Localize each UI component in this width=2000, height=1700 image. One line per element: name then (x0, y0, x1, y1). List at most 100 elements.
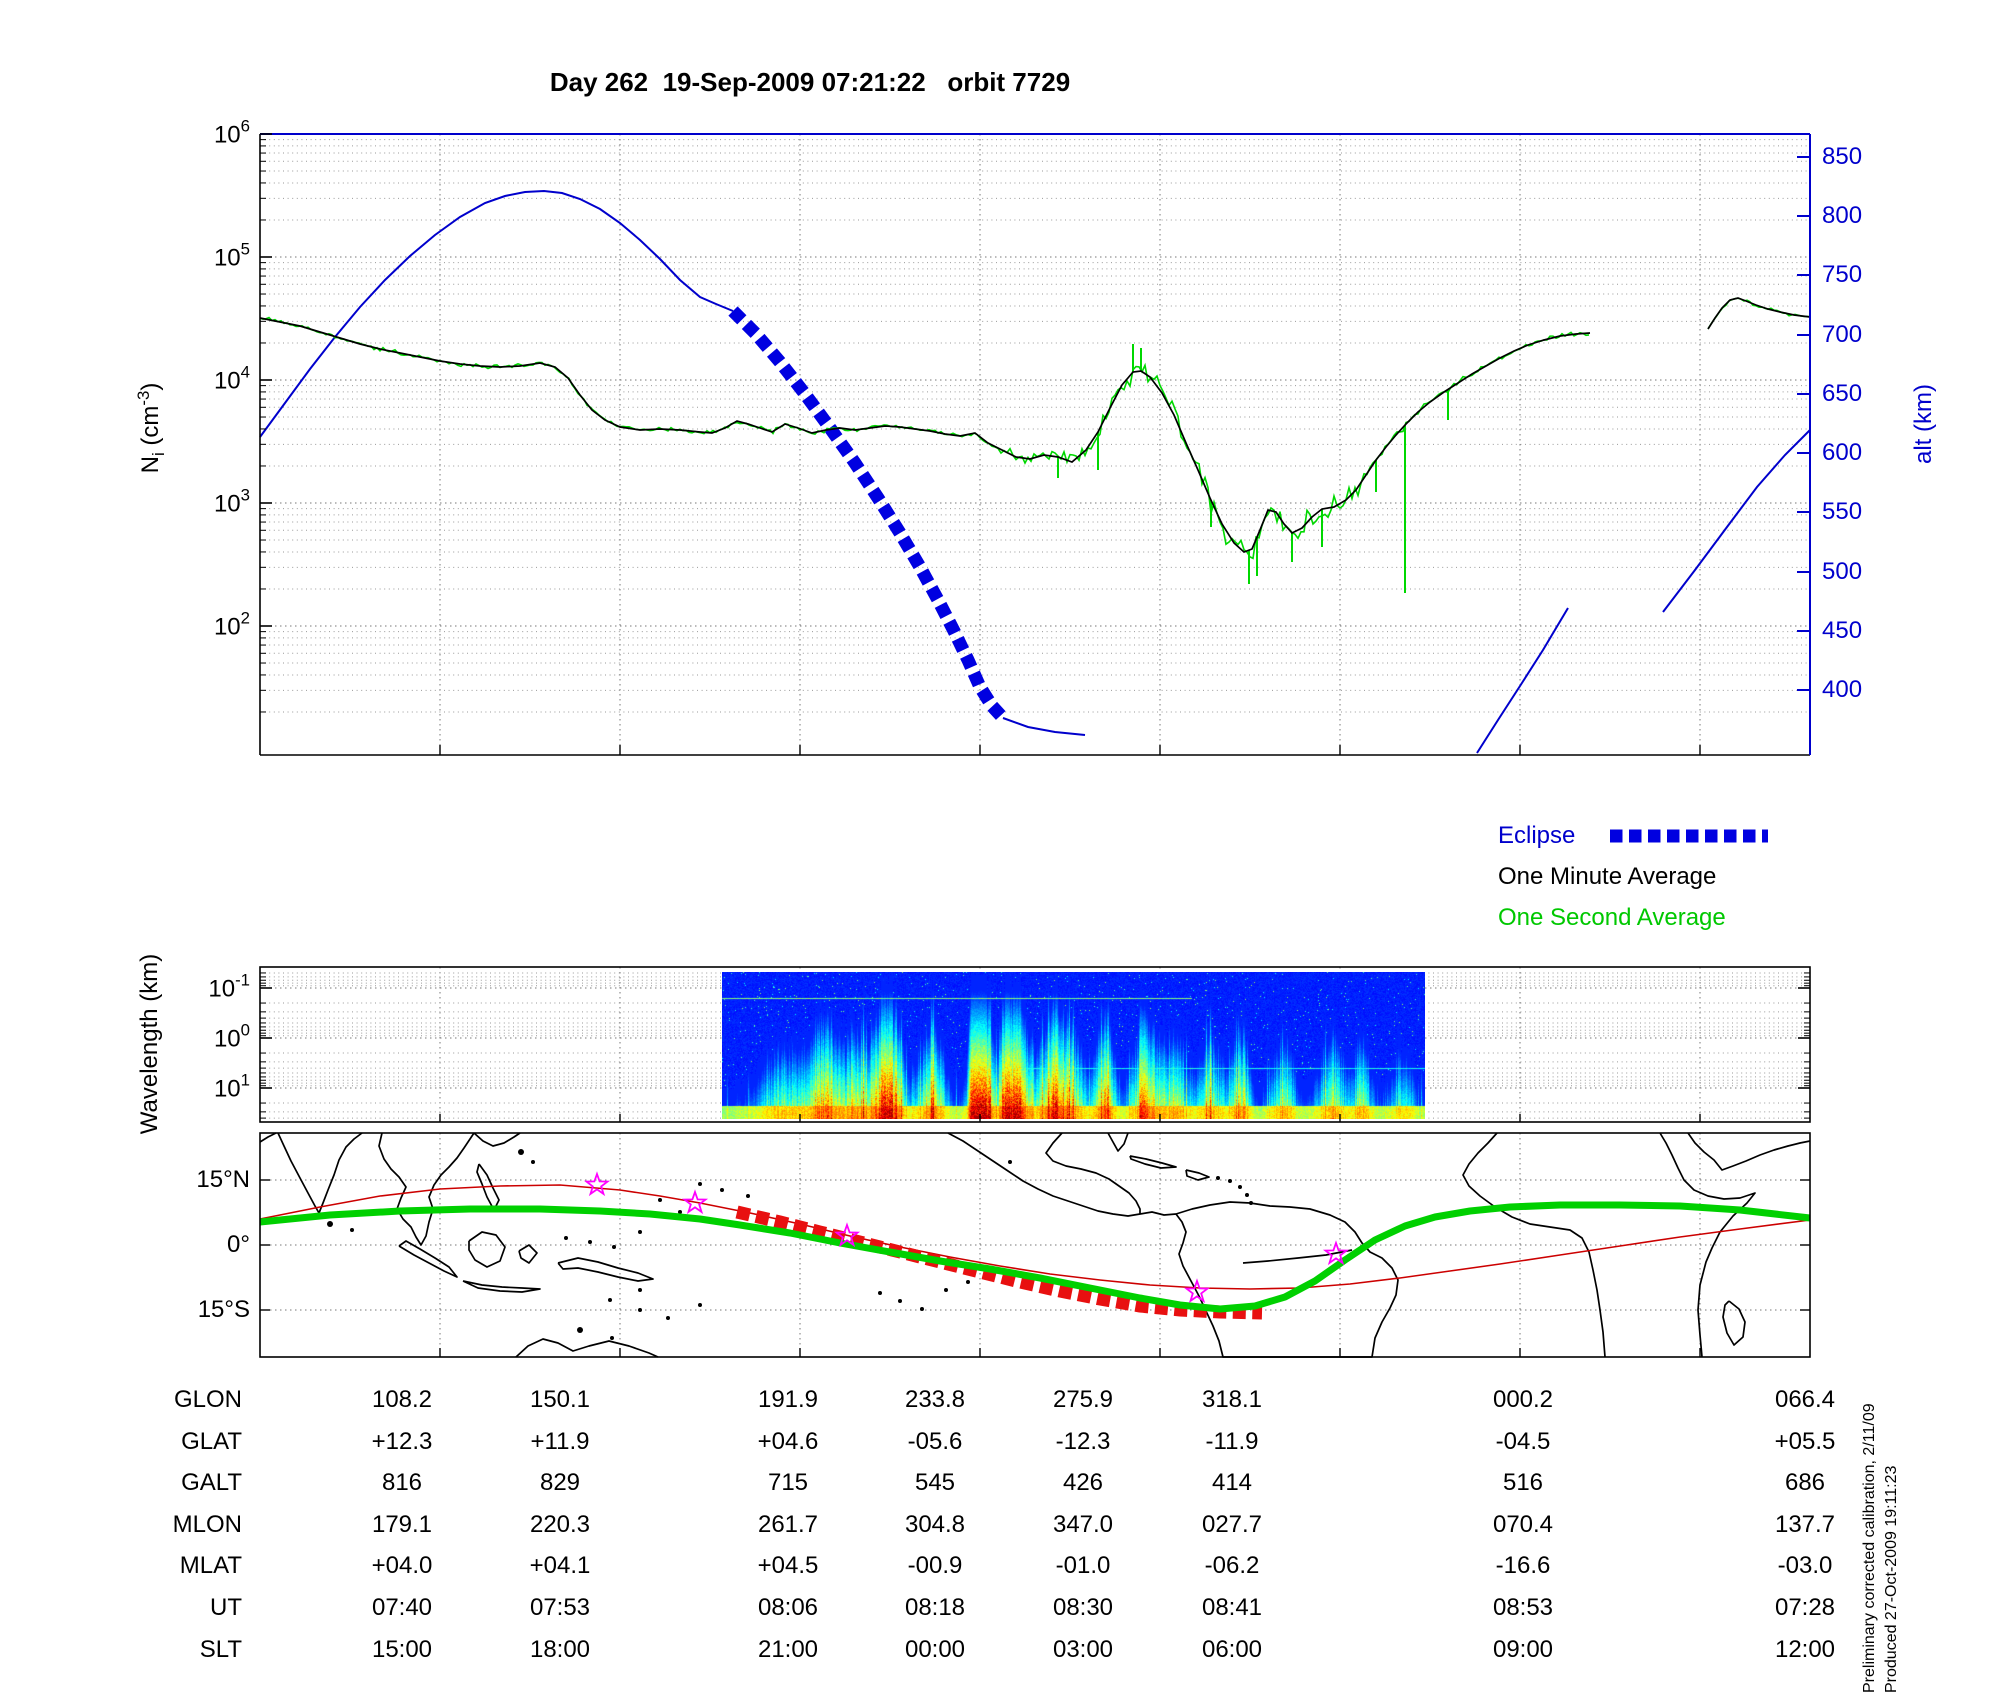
table-row-label: GLON (173, 1386, 242, 1413)
exp-exponent: 0 (240, 1020, 250, 1040)
table-cell-value: 08:30 (1052, 1594, 1114, 1621)
table-cell-value: -04.5 (1495, 1428, 1551, 1455)
wavelength-y-tick-label: 10-1 (208, 972, 250, 1002)
credit-calibration-note: Preliminary corrected calibration, 2/11/… (1861, 1403, 1878, 1693)
table-cell-value: 829 (539, 1469, 581, 1496)
table-cell-value: -05.6 (907, 1428, 963, 1455)
altitude-y-tick-label: 600 (1822, 439, 1863, 466)
map-latitude-label: 15°S (197, 1296, 250, 1323)
exp-exponent: 6 (240, 116, 250, 136)
table-cell-value: +05.5 (1774, 1428, 1836, 1455)
island-dot (638, 1230, 642, 1234)
coastline (1242, 1249, 1353, 1264)
island-dot (518, 1149, 524, 1155)
exp-exponent: 4 (240, 362, 250, 382)
table-cell-value: 12:00 (1774, 1636, 1836, 1663)
coastline (557, 1257, 654, 1282)
exp-exponent: 1 (240, 1070, 250, 1090)
table-cell-value: -01.0 (1055, 1552, 1111, 1579)
table-cell-value: 08:18 (904, 1594, 966, 1621)
table-cell-value: 08:06 (757, 1594, 819, 1621)
one-second-average-curve (1707, 297, 1811, 330)
one-minute-average-curve (259, 317, 1591, 553)
table-cell-value: 816 (381, 1469, 423, 1496)
exp-mantissa: 10 (213, 367, 241, 395)
satellite-ground-track (259, 1201, 1811, 1313)
table-cell-value: 516 (1502, 1469, 1544, 1496)
table-row-label: UT (210, 1594, 242, 1621)
coastline (462, 1280, 541, 1293)
island-dot (608, 1298, 612, 1302)
magnetic-equator-line (259, 1184, 1811, 1290)
table-cell-value: 027.7 (1201, 1511, 1263, 1538)
table-cell-value: 15:00 (371, 1636, 433, 1663)
coastline (378, 1132, 475, 1246)
density-y-axis-label: Ni (cm-3) (134, 382, 168, 474)
legend-item-one-minute-average: One Minute Average (1498, 863, 1717, 890)
altitude-y-tick-label: 850 (1822, 143, 1863, 170)
table-cell-value: -06.2 (1204, 1552, 1260, 1579)
coastline (515, 1338, 659, 1358)
one-minute-average-curve (1707, 297, 1811, 330)
island-dot (746, 1194, 750, 1198)
coastline (1129, 1155, 1177, 1169)
table-cell-value: -16.6 (1495, 1552, 1551, 1579)
density-y-tick-label: 104 (213, 364, 250, 395)
table-cell-value: 070.4 (1492, 1511, 1554, 1538)
table-cell-value: -12.3 (1055, 1428, 1111, 1455)
table-cell-value: 066.4 (1774, 1386, 1836, 1413)
table-cell-value: -03.0 (1777, 1552, 1833, 1579)
altitude-curve (1002, 717, 1086, 736)
island-dot (588, 1240, 592, 1244)
island-dot (878, 1291, 882, 1295)
table-cell-value: +04.5 (757, 1552, 819, 1579)
island-dot (698, 1303, 702, 1307)
coastline (1659, 1132, 1756, 1358)
island-dot (612, 1245, 616, 1249)
exp-mantissa: 10 (213, 1025, 241, 1053)
ground-station-star (1322, 1240, 1350, 1266)
table-cell-value: 318.1 (1201, 1386, 1263, 1413)
altitude-y-tick-label: 550 (1822, 498, 1863, 525)
table-cell-value: 191.9 (757, 1386, 819, 1413)
coastline (277, 1132, 363, 1214)
exp-exponent: 2 (240, 608, 250, 628)
table-cell-value: +11.9 (530, 1428, 590, 1455)
island-dot (1008, 1160, 1012, 1164)
table-cell-value: -00.9 (907, 1552, 963, 1579)
table-cell-value: 426 (1062, 1469, 1104, 1496)
island-dot (1245, 1193, 1249, 1197)
table-cell-value: 03:00 (1052, 1636, 1114, 1663)
altitude-y-tick-label: 750 (1822, 261, 1863, 288)
legend-item-eclipse: Eclipse (1498, 822, 1576, 849)
altitude-curve (1476, 607, 1569, 754)
table-cell-value: 137.7 (1774, 1511, 1836, 1538)
island-dot (564, 1236, 568, 1240)
altitude-curve (1662, 429, 1811, 613)
density-y-tick-label: 105 (214, 241, 250, 271)
table-row-label: GALT (181, 1469, 242, 1496)
table-cell-value: 545 (914, 1469, 956, 1496)
altitude-y-tick-label: 650 (1822, 380, 1863, 407)
coastline (1185, 1169, 1210, 1181)
island-dot (966, 1280, 970, 1284)
table-row-label: GLAT (181, 1428, 242, 1455)
table-cell-value: -11.9 (1205, 1428, 1259, 1455)
coastline (259, 1132, 277, 1143)
island-dot (1216, 1176, 1220, 1180)
coastline (398, 1240, 458, 1278)
coastline (1462, 1132, 1606, 1358)
credit-produced-note: Produced 27-Oct-2009 19:11:23 (1883, 1465, 1900, 1693)
exp-exponent: 3 (240, 485, 250, 505)
island-dot (610, 1336, 614, 1340)
wavelength-y-tick-label: 100 (213, 1022, 250, 1053)
density-y-tick-label: 102 (214, 610, 250, 640)
exp-exponent: -1 (235, 970, 250, 990)
table-cell-value: 08:53 (1492, 1594, 1554, 1621)
table-cell-value: 07:40 (371, 1594, 433, 1621)
ground-station-star (1183, 1278, 1211, 1304)
altitude-y-tick-label: 700 (1822, 321, 1863, 348)
wavelength-y-axis-label: Wavelength (km) (136, 953, 163, 1135)
